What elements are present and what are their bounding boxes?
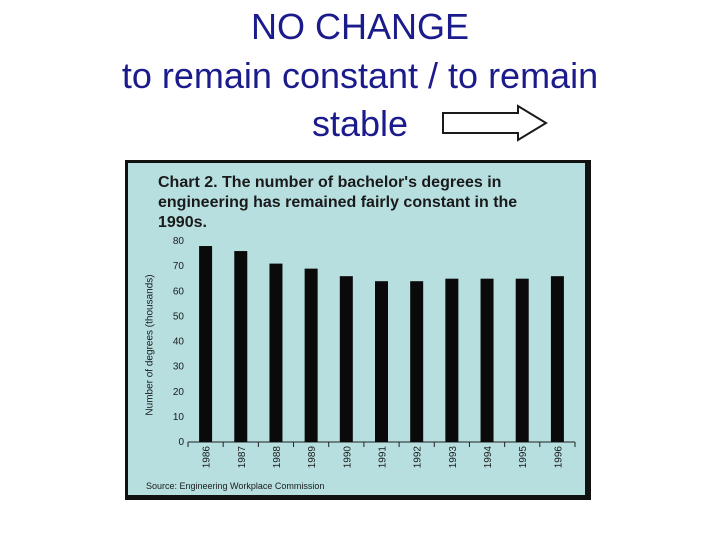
bar-chart: 0 10 20 30 40 50 60 70 80 1986 1987 1988 1989 1990 199… <box>173 236 576 469</box>
slide-title-line-3: stable <box>311 103 409 144</box>
bar-1994 <box>480 278 494 442</box>
x-tick-label-1991: 1991 <box>378 446 389 469</box>
chart-source: Source: Engineering Workplace Commission <box>146 481 325 491</box>
bar-1991 <box>375 281 388 442</box>
x-tick-label-1992: 1992 <box>413 446 424 469</box>
bar-1996 <box>550 276 564 442</box>
y-tick-label: 20 <box>173 387 185 398</box>
y-tick-label: 40 <box>173 337 185 348</box>
bar-1995 <box>515 278 529 442</box>
x-tick-label-1987: 1987 <box>237 446 248 469</box>
y-tick-label: 10 <box>173 412 185 423</box>
x-tick-label-1988: 1988 <box>272 446 283 469</box>
x-tick-label-1996: 1996 <box>553 446 564 469</box>
y-tick-label: 50 <box>173 311 185 322</box>
y-tick-label: 60 <box>173 286 185 297</box>
x-tick-label-1989: 1989 <box>307 446 318 469</box>
x-tick-label-1995: 1995 <box>518 446 529 469</box>
y-tick-label: 30 <box>173 362 185 373</box>
bar-1987 <box>234 251 248 442</box>
bar-1992 <box>410 281 424 442</box>
x-tick-label-1990: 1990 <box>342 446 353 469</box>
y-axis-label: Number of degrees (thousands) <box>144 274 156 416</box>
right-arrow-icon <box>442 104 548 142</box>
x-tick-label-1994: 1994 <box>483 446 494 469</box>
chart-title: Chart 2. The number of bachelor's degree… <box>158 174 518 231</box>
x-tick-label-1986: 1986 <box>202 446 213 469</box>
chart-panel: Chart 2. The number of bachelor's degree… <box>128 163 585 495</box>
y-tick-label: 0 <box>178 437 184 448</box>
slide-title-line-2: to remain constant / to remain <box>121 55 599 96</box>
x-tick-label-1993: 1993 <box>448 446 459 469</box>
bar-1989 <box>304 268 318 442</box>
slide-title-line-1: NO CHANGE <box>250 6 470 47</box>
y-tick-label: 80 <box>173 236 185 247</box>
bar-1988 <box>269 263 283 442</box>
bar-1986 <box>199 246 213 442</box>
bar-1993 <box>445 278 459 442</box>
chart-frame: Chart 2. The number of bachelor's degree… <box>125 160 591 500</box>
bar-1990 <box>339 276 353 442</box>
y-tick-label: 70 <box>173 261 185 272</box>
